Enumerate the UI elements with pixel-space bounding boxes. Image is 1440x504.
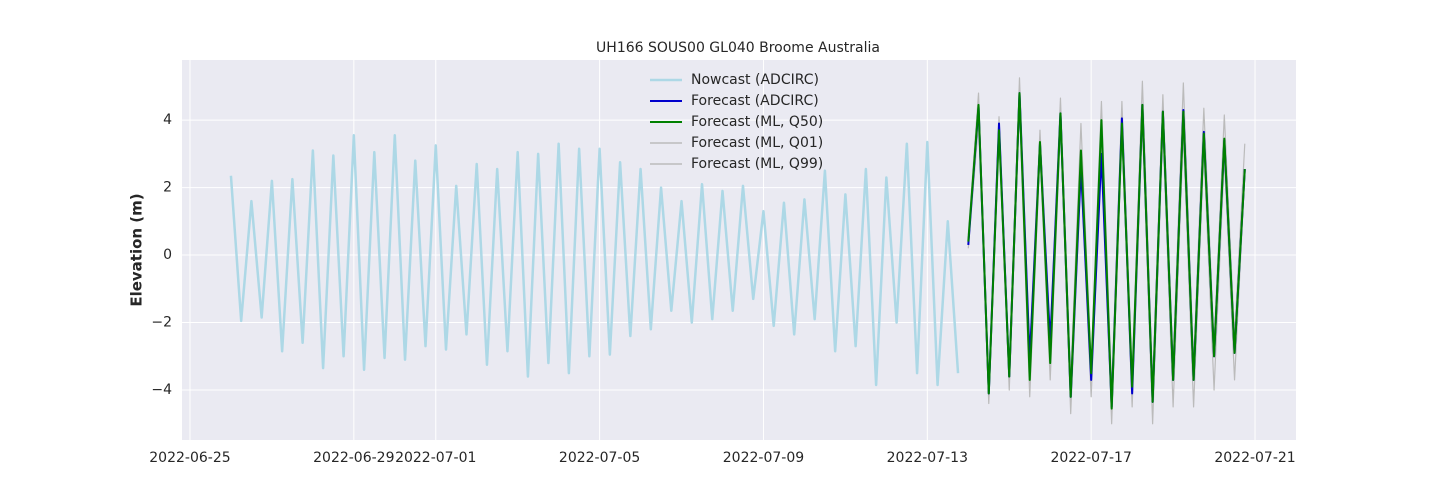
legend-label: Forecast (ML, Q99) [691, 156, 823, 172]
legend-label: Forecast (ML, Q50) [691, 114, 823, 130]
series-line [229, 134, 960, 387]
y-tick-label: −2 [151, 315, 172, 331]
legend: Nowcast (ADCIRC) Forecast (ADCIRC) Forecas… [650, 72, 823, 172]
x-tick-label: 2022-07-09 [723, 450, 804, 466]
x-tick-label: 2022-07-21 [1214, 450, 1295, 466]
lines [229, 77, 1246, 425]
chart-title: UH166 SOUS00 GL040 Broome Australia [596, 40, 880, 56]
y-axis-label: Elevation (m) [128, 193, 146, 306]
series-line [967, 92, 1246, 410]
x-tick-label: 2022-07-13 [887, 450, 968, 466]
grid [182, 60, 1296, 440]
x-tick-label: 2022-07-05 [559, 450, 640, 466]
legend-label: Forecast (ADCIRC) [691, 93, 819, 109]
y-tick-label: 0 [163, 247, 172, 263]
y-tick-label: 4 [163, 112, 172, 128]
legend-label: Nowcast (ADCIRC) [691, 72, 819, 88]
y-tick-label: −4 [151, 382, 172, 398]
legend-label: Forecast (ML, Q01) [691, 135, 823, 151]
x-tick-label: 2022-07-01 [395, 450, 476, 466]
x-tick-label: 2022-06-25 [149, 450, 230, 466]
x-tick-label: 2022-07-17 [1050, 450, 1131, 466]
y-tick-label: 2 [163, 180, 172, 196]
x-tick-label: 2022-06-29 [313, 450, 394, 466]
